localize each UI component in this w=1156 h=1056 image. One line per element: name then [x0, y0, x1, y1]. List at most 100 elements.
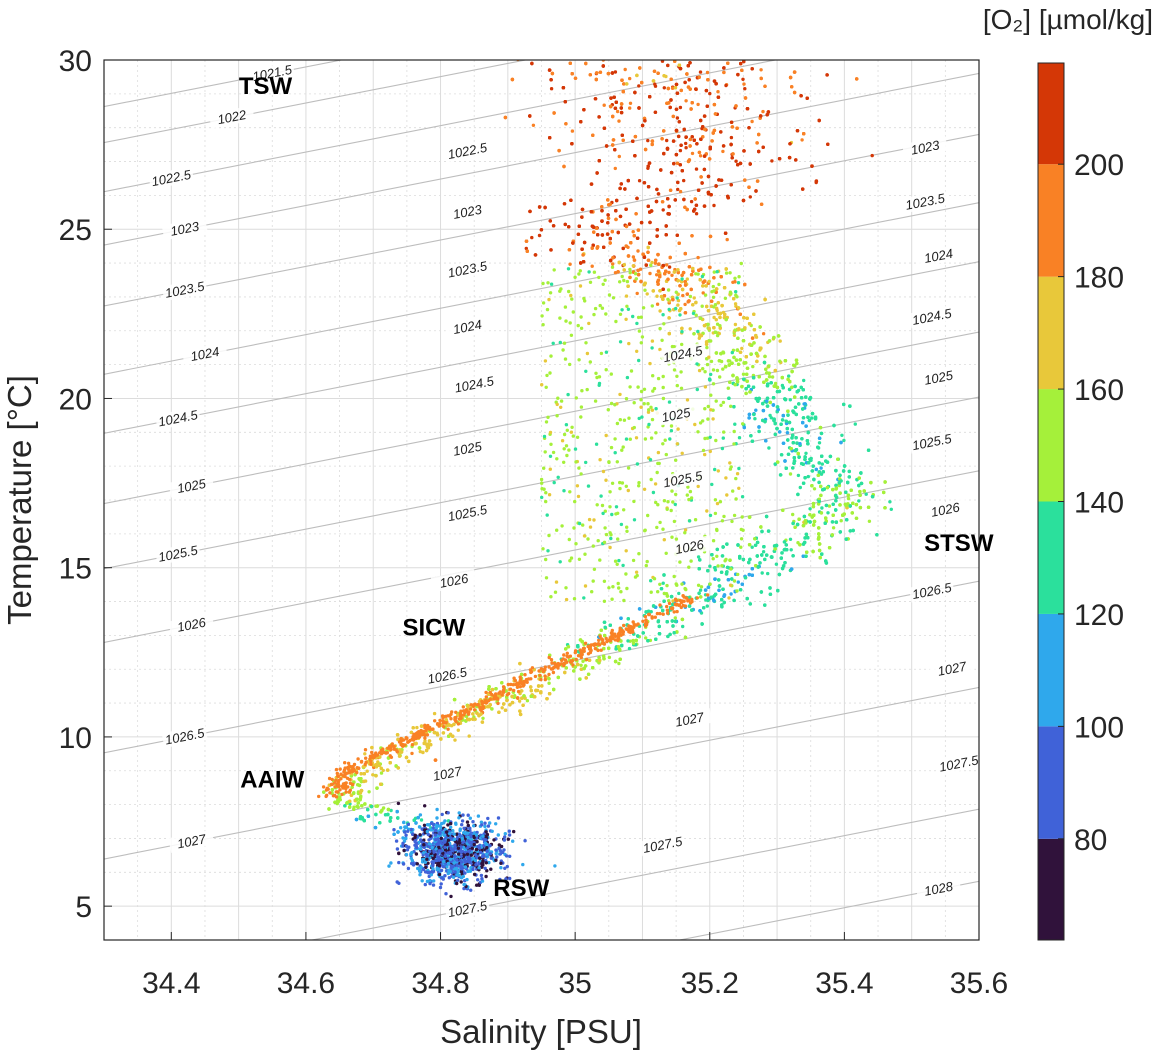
scatter-point [750, 439, 755, 443]
scatter-point [676, 268, 680, 272]
scatter-point [722, 286, 727, 290]
scatter-point [743, 576, 748, 580]
scatter-point [792, 461, 796, 465]
scatter-point [570, 129, 575, 133]
scatter-point [839, 479, 843, 483]
scatter-point [330, 788, 335, 792]
scatter-point [619, 182, 623, 186]
scatter-point [864, 492, 868, 496]
scatter-point [704, 88, 709, 93]
scatter-point [379, 771, 384, 775]
scatter-point [690, 151, 695, 156]
scatter-point [754, 189, 758, 193]
scatter-point [631, 255, 636, 259]
scatter-point [697, 268, 701, 272]
scatter-point [825, 73, 829, 77]
scatter-point [759, 346, 763, 350]
scatter-point [530, 61, 534, 66]
scatter-point [702, 204, 707, 208]
scatter-point [828, 454, 833, 459]
scatter-point [668, 255, 672, 260]
scatter-point [644, 263, 648, 267]
scatter-point [722, 66, 726, 70]
scatter-point [801, 388, 805, 392]
scatter-point [611, 138, 616, 142]
scatter-point [619, 106, 623, 110]
scatter-point [518, 712, 523, 717]
scatter-point [750, 567, 754, 571]
scatter-point [763, 84, 767, 89]
scatter-point [772, 335, 776, 340]
scatter-point [804, 451, 808, 455]
scatter-point [680, 287, 685, 292]
scatter-point [425, 742, 430, 746]
scatter-point [421, 750, 425, 755]
scatter-point [713, 566, 717, 570]
scatter-point [720, 554, 725, 558]
scatter-point [734, 104, 738, 108]
scatter-point [396, 766, 400, 770]
scatter-point [671, 297, 675, 302]
scatter-point [800, 138, 804, 142]
scatter-point [589, 182, 594, 186]
scatter-point [363, 802, 367, 806]
scatter-point [801, 416, 806, 420]
scatter-point [683, 635, 688, 640]
scatter-point [736, 580, 740, 584]
scatter-point [618, 186, 622, 191]
scatter-point [669, 77, 673, 82]
scatter-point [722, 70, 726, 75]
scatter-point [848, 404, 852, 408]
scatter-point [742, 377, 746, 381]
scatter-point [403, 825, 407, 829]
scatter-point [620, 133, 624, 137]
scatter-point [741, 77, 745, 82]
scatter-point [354, 817, 359, 822]
scatter-point [627, 222, 632, 226]
scatter-point [635, 196, 639, 201]
scatter-point [622, 82, 626, 86]
scatter-point [761, 145, 765, 149]
scatter-point [869, 480, 873, 485]
scatter-point [854, 516, 859, 520]
scatter-point [360, 804, 364, 808]
scatter-point [780, 551, 784, 555]
scatter-point [673, 619, 678, 624]
scatter-point [712, 102, 717, 107]
scatter-point [768, 413, 772, 418]
scatter-point [744, 387, 748, 391]
scatter-point [487, 685, 491, 689]
scatter-point [528, 209, 532, 214]
scatter-point [773, 432, 777, 437]
scatter-point [752, 412, 756, 417]
scatter-point [834, 486, 839, 490]
scatter-point [352, 807, 356, 811]
scatter-point [842, 438, 846, 443]
scatter-point [783, 397, 787, 401]
scatter-point [661, 287, 665, 291]
scatter-point [820, 552, 824, 556]
scatter-point [687, 78, 691, 82]
scatter-point [696, 102, 700, 107]
scatter-point [641, 252, 645, 256]
scatter-point [518, 661, 522, 666]
scatter-point [763, 557, 767, 562]
scatter-point [689, 107, 693, 111]
scatter-point [847, 475, 851, 479]
scatter-point [411, 726, 415, 730]
scatter-point [806, 415, 810, 419]
scatter-point [678, 189, 683, 194]
scatter-point [624, 224, 629, 229]
scatter-point [683, 311, 688, 315]
scatter-point [346, 800, 350, 805]
scatter-point [702, 167, 707, 172]
scatter-point [358, 798, 362, 802]
scatter-point [607, 203, 611, 207]
scatter-point [608, 623, 612, 627]
scatter-point [646, 185, 651, 189]
scatter-point [655, 228, 659, 232]
scatter-point [776, 460, 780, 464]
scatter-point [655, 187, 659, 192]
scatter-point [780, 418, 785, 422]
scatter-point [706, 174, 711, 179]
